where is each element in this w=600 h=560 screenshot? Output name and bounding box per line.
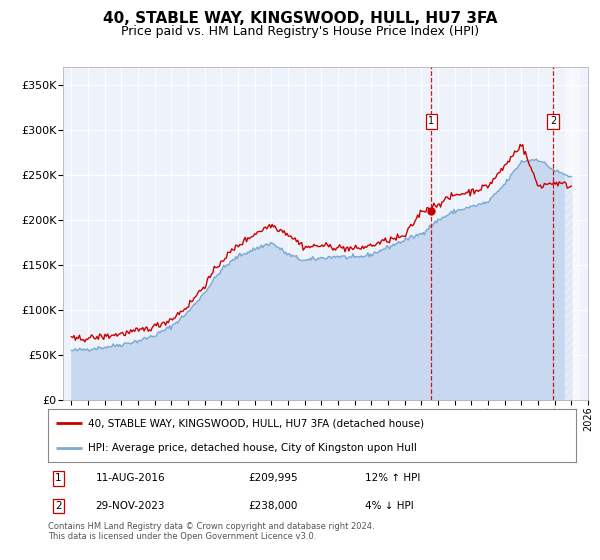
Text: 29-NOV-2023: 29-NOV-2023: [95, 501, 165, 511]
Text: Price paid vs. HM Land Registry's House Price Index (HPI): Price paid vs. HM Land Registry's House …: [121, 25, 479, 38]
Text: 1: 1: [55, 473, 62, 483]
Text: 2: 2: [550, 116, 556, 126]
Text: 12% ↑ HPI: 12% ↑ HPI: [365, 473, 420, 483]
Text: 40, STABLE WAY, KINGSWOOD, HULL, HU7 3FA (detached house): 40, STABLE WAY, KINGSWOOD, HULL, HU7 3FA…: [88, 418, 424, 428]
Text: Contains HM Land Registry data © Crown copyright and database right 2024.
This d: Contains HM Land Registry data © Crown c…: [48, 522, 374, 542]
Text: 1: 1: [428, 116, 434, 126]
Text: 4% ↓ HPI: 4% ↓ HPI: [365, 501, 413, 511]
Text: 40, STABLE WAY, KINGSWOOD, HULL, HU7 3FA: 40, STABLE WAY, KINGSWOOD, HULL, HU7 3FA: [103, 11, 497, 26]
Text: £209,995: £209,995: [248, 473, 298, 483]
Text: 11-AUG-2016: 11-AUG-2016: [95, 473, 165, 483]
Bar: [565, 67, 580, 400]
Text: 2: 2: [55, 501, 62, 511]
Text: HPI: Average price, detached house, City of Kingston upon Hull: HPI: Average price, detached house, City…: [88, 442, 416, 452]
Text: £238,000: £238,000: [248, 501, 298, 511]
